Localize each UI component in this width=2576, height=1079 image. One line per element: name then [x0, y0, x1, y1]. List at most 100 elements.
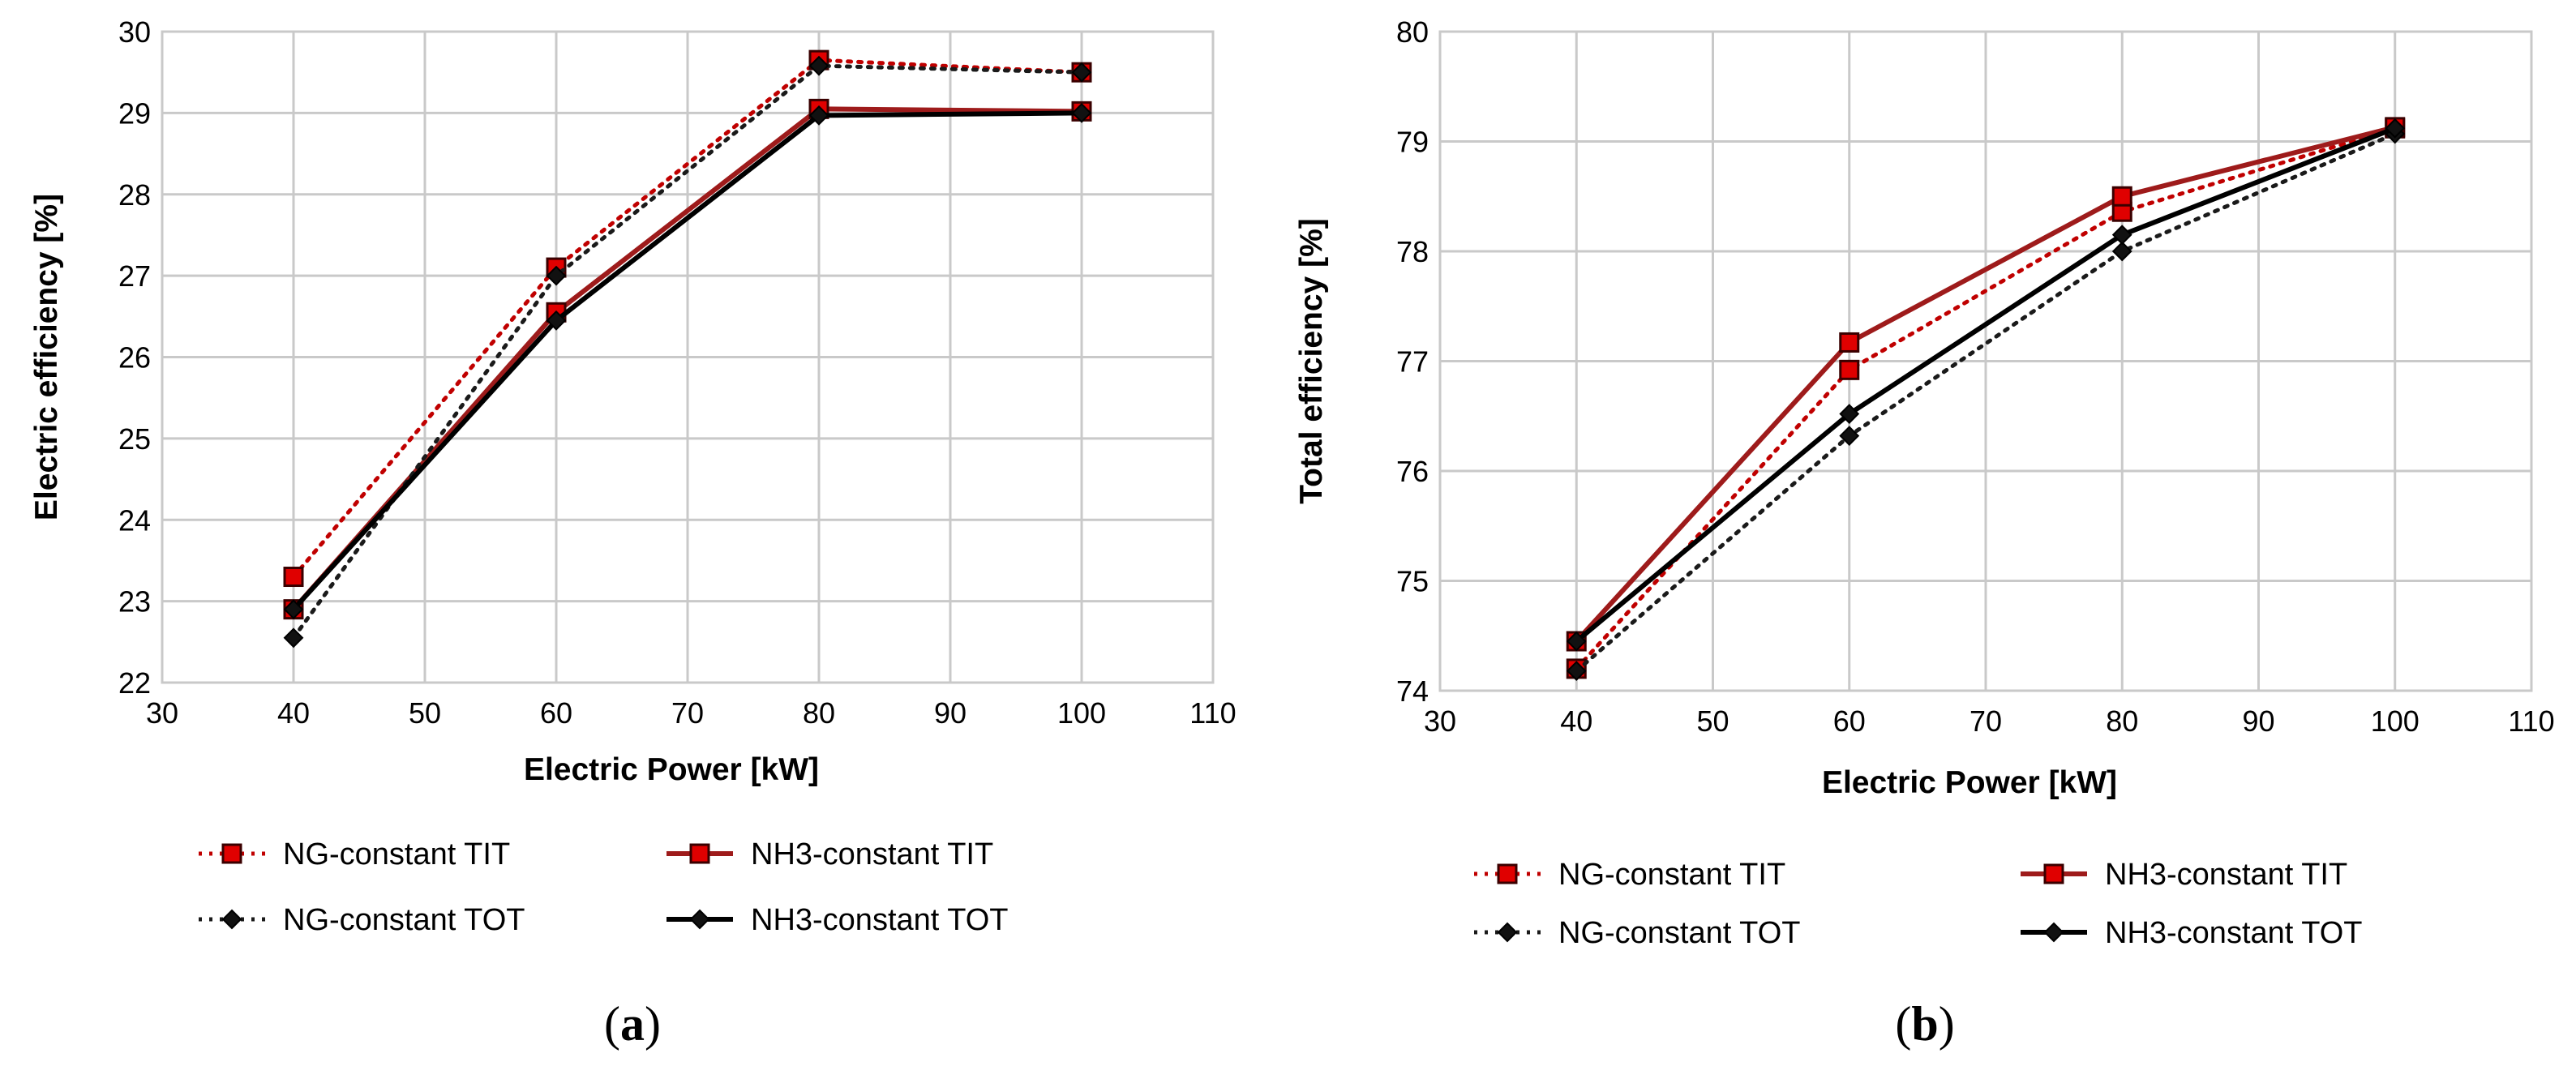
x-tick-label: 30	[146, 696, 178, 730]
chart-panel-b: 30 40 50 60 70 80 90 100 110 74 75 76 77 78 79 80 Electr…	[1294, 15, 2555, 1051]
y-tick-label: 25	[118, 422, 151, 456]
y-tick-label: 30	[118, 15, 151, 49]
legend: NG-constant TIT NH3-constant TIT NG-consta…	[1474, 858, 2363, 950]
legend-label: NH3-constant TIT	[2105, 858, 2347, 892]
y-tick-label: 22	[118, 666, 151, 700]
legend: NG-constant TIT NH3-constant TIT NG-consta…	[199, 837, 1009, 937]
plot-area	[1438, 30, 2533, 692]
legend-marker	[2043, 922, 2064, 943]
panel-label: (a)	[604, 997, 661, 1051]
data-point	[808, 105, 829, 126]
x-axis-title: Electric Power [kW]	[524, 752, 819, 787]
legend-item: NH3-constant TOT	[2021, 916, 2363, 950]
y-tick-label: 27	[118, 259, 151, 293]
series-ng-constant-tot	[1566, 123, 2406, 682]
y-tick-label: 80	[1396, 15, 1429, 49]
data-point	[2111, 186, 2132, 207]
panel-label: (b)	[1895, 997, 1954, 1051]
legend-label: NG-constant TIT	[283, 837, 510, 871]
legend-label: NG-constant TOT	[1558, 916, 1800, 950]
data-point	[1566, 661, 1587, 682]
y-tick-label: 75	[1396, 565, 1429, 598]
data-point	[1071, 102, 1092, 123]
legend-label: NG-constant TOT	[283, 903, 525, 937]
data-point	[2111, 241, 2132, 262]
x-tick-label: 110	[1189, 696, 1236, 730]
data-point	[283, 599, 304, 620]
x-tick-label: 40	[277, 696, 310, 730]
y-tick-label: 26	[118, 341, 151, 375]
y-tick-label: 76	[1396, 455, 1429, 488]
series-ng-constant-tot	[283, 55, 1092, 649]
data-point	[1839, 404, 1860, 424]
series-line	[291, 106, 1084, 612]
y-tick-label: 28	[118, 178, 151, 212]
data-point	[546, 265, 567, 286]
data-point	[1839, 426, 1860, 447]
legend-marker	[689, 909, 710, 930]
legend-marker	[221, 843, 242, 864]
legend-marker	[689, 843, 710, 864]
series-line	[1574, 131, 2398, 674]
chart-panel-a: 30 40 50 60 70 80 90 100 110 22 23 24 25 26 27 28 29 30 El…	[29, 15, 1237, 1051]
legend-marker	[1497, 863, 1518, 884]
legend-item: NH3-constant TIT	[667, 837, 993, 871]
series-nh3-constant-tot	[283, 102, 1092, 620]
data-point	[1839, 332, 1860, 353]
x-tick-label: 110	[2508, 704, 2554, 738]
legend-label: NH3-constant TOT	[2105, 916, 2363, 950]
data-point	[808, 55, 829, 76]
series-nh3-constant-tot	[1566, 118, 2406, 652]
legend-label: NG-constant TIT	[1558, 858, 1785, 892]
data-point	[2385, 118, 2406, 139]
y-tick-label: 29	[118, 96, 151, 130]
x-tick-label: 90	[934, 696, 967, 730]
x-tick-label: 50	[1696, 704, 1729, 738]
y-tick-label: 23	[118, 585, 151, 619]
x-tick-label: 80	[2106, 704, 2138, 738]
x-tick-label: 30	[1424, 704, 1456, 738]
data-point	[1566, 631, 1587, 652]
legend-item: NG-constant TOT	[1474, 916, 1800, 950]
y-tick-label: 78	[1396, 235, 1429, 268]
legend-label: NH3-constant TIT	[751, 837, 993, 871]
series-line	[1574, 126, 2398, 644]
series-line	[291, 110, 1084, 612]
x-tick-label: 100	[2371, 704, 2420, 738]
y-tick-label: 24	[118, 503, 151, 537]
x-tick-label: 60	[1833, 704, 1866, 738]
legend-item: NH3-constant TIT	[2021, 858, 2347, 892]
data-point	[2111, 225, 2132, 246]
legend-item: NG-constant TIT	[1474, 858, 1785, 892]
data-point	[546, 310, 567, 331]
data-point	[1071, 62, 1092, 83]
plot-area	[161, 30, 1215, 684]
data-point	[283, 567, 304, 588]
series-line	[1574, 126, 2398, 671]
x-tick-label: 70	[671, 696, 704, 730]
x-tick-label: 80	[803, 696, 835, 730]
legend-marker	[1497, 922, 1518, 943]
y-tick-label: 79	[1396, 126, 1429, 159]
x-tick-label: 100	[1057, 696, 1106, 730]
legend-label: NH3-constant TOT	[751, 903, 1009, 937]
legend-item: NG-constant TOT	[199, 903, 525, 937]
data-point	[1839, 359, 1860, 380]
gridlines	[1438, 30, 2533, 692]
legend-item: NH3-constant TOT	[667, 903, 1009, 937]
x-tick-label: 40	[1560, 704, 1592, 738]
legend-marker	[2043, 863, 2064, 884]
legend-marker	[221, 909, 242, 930]
series-line	[291, 63, 1084, 640]
x-tick-label: 70	[1970, 704, 2002, 738]
y-axis-title: Electric efficiency [%]	[29, 194, 64, 520]
x-tick-label: 60	[540, 696, 572, 730]
series-line	[1574, 124, 2398, 644]
y-axis-title: Total efficiency [%]	[1294, 218, 1329, 504]
data-point	[283, 627, 304, 649]
y-tick-label: 77	[1396, 345, 1429, 379]
series-line	[291, 58, 1084, 580]
x-tick-label: 90	[2242, 704, 2274, 738]
legend-item: NG-constant TIT	[199, 837, 510, 871]
